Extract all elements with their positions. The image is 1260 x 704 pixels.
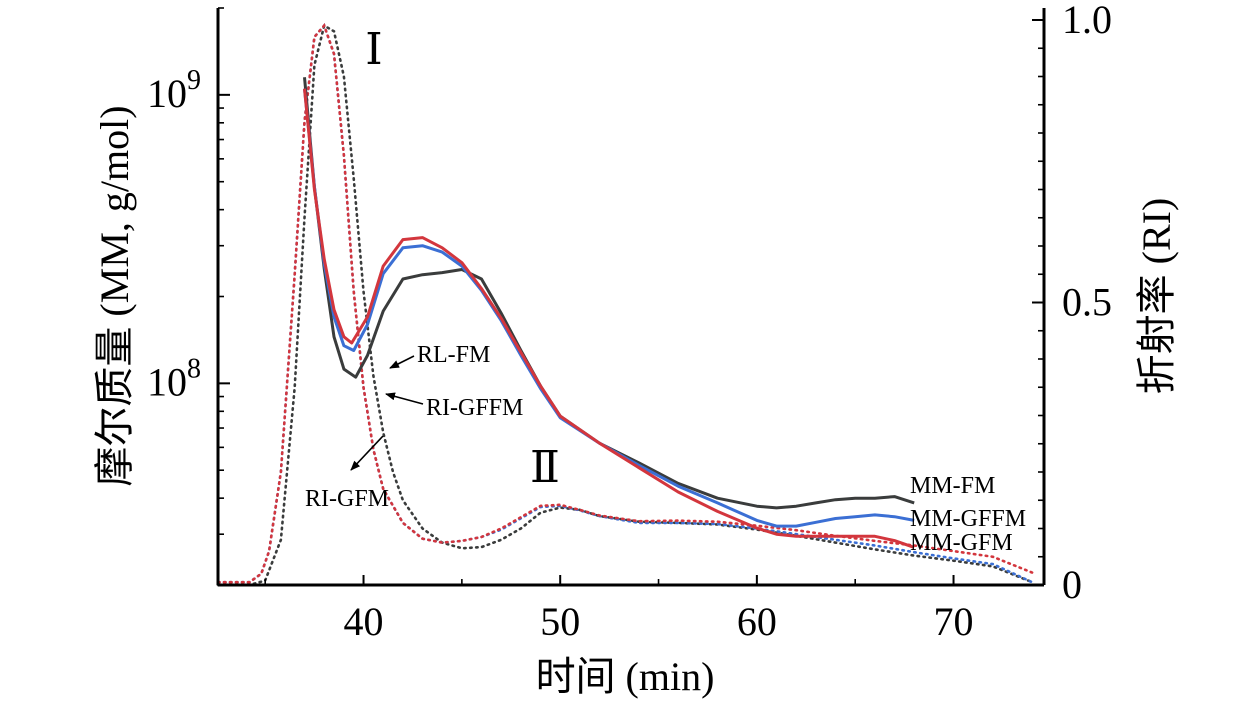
mm-series-line-mm-gffm — [303, 88, 915, 528]
y-right-tick-label: 0.5 — [1062, 280, 1112, 325]
x-axis-title: 时间 (min) — [536, 654, 715, 699]
series-label-mm-gffm: MM-GFFM — [910, 506, 1026, 532]
mm-series-group — [303, 77, 915, 549]
y-right-axis-title: 折射率 (RI) — [1134, 198, 1179, 395]
mm-series-line-mm-gfm — [303, 88, 915, 549]
x-tick-label: 70 — [934, 599, 974, 644]
annotation-arrow — [385, 392, 424, 405]
y-left-axis-ticks: 109 108 — [147, 7, 230, 586]
annotation-label: RI-GFFM — [426, 395, 523, 421]
series-label-mm-gfm: MM-GFM — [910, 530, 1013, 556]
annotation-ri-gfm: RI-GFM — [305, 435, 389, 512]
mm-series-line-mm-fm — [303, 77, 915, 510]
y-right-axis-ticks: 0 0.5 1.0 — [1032, 0, 1112, 607]
y-right-tick-label: 1.0 — [1062, 0, 1112, 42]
annotation-ri-gffm: RI-GFFM — [385, 392, 523, 421]
annotation-label: RI-GFM — [305, 486, 389, 512]
x-tick-label: 50 — [540, 599, 580, 644]
annotation-rl-fm: RL-FM — [389, 342, 490, 369]
annotation-arrow — [350, 435, 384, 471]
series-label-mm-fm: MM-FM — [910, 473, 995, 499]
y-right-tick-label: 0 — [1062, 562, 1082, 607]
y-left-tick-label: 109 — [147, 65, 201, 116]
x-tick-label: 40 — [344, 599, 384, 644]
ri-series-line-ri-gfm — [216, 23, 1034, 584]
y-left-tick-label: 108 — [147, 353, 201, 404]
peak-label-i: Ⅰ — [365, 25, 382, 74]
annotation-arrow — [389, 355, 415, 369]
peak-label-ii: Ⅱ — [530, 443, 560, 492]
x-axis-ticks: 40 50 60 70 — [264, 575, 974, 644]
x-tick-label: 60 — [737, 599, 777, 644]
y-left-axis-title: 摩尔质量 (MM, g/mol) — [92, 105, 137, 486]
annotation-label: RL-FM — [417, 342, 490, 368]
